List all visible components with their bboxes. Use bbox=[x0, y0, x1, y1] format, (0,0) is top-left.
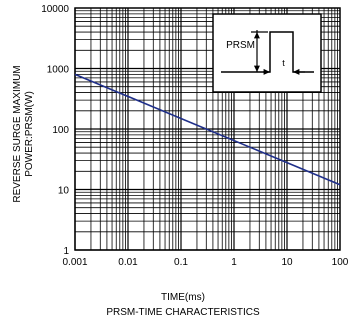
x-tick-label: 1 bbox=[231, 257, 237, 268]
pulse-inset: PRSM t bbox=[212, 13, 322, 93]
y-tick-label: 1 bbox=[63, 246, 69, 257]
x-tick-label: 10 bbox=[281, 257, 293, 268]
series-layer bbox=[74, 73, 341, 186]
y-axis-label-line1: REVERSE SURGE MAXIMUM bbox=[12, 65, 23, 202]
inset-dimension-arrows bbox=[251, 30, 305, 73]
x-tick-label: 0.01 bbox=[118, 257, 138, 268]
x-tick-label: 100 bbox=[332, 257, 349, 268]
chart-title: PRSM-TIME CHARACTERISTICS bbox=[106, 307, 260, 318]
x-axis-label: TIME(ms) bbox=[161, 292, 205, 303]
inset-arrowheads bbox=[253, 32, 300, 75]
inset-label-t: t bbox=[282, 58, 285, 68]
y-tick-label: 10 bbox=[58, 186, 70, 197]
y-tick-label: 10000 bbox=[41, 4, 69, 15]
y-tick-label: 1000 bbox=[47, 65, 70, 76]
y-tick-label: 100 bbox=[52, 125, 69, 136]
x-tick-label: 0.001 bbox=[62, 257, 87, 268]
plot-frame bbox=[74, 7, 341, 251]
inset-label-prsm: PRSM bbox=[226, 40, 255, 51]
y-axis-label-line2: POWER:PRSM(W) bbox=[24, 91, 35, 177]
inset-box bbox=[212, 13, 322, 93]
tick-labels: 0.001 0.01 0.1 1 10 100 1 10 100 1000 10000 bbox=[41, 4, 349, 268]
series-line bbox=[74, 73, 341, 186]
grid bbox=[74, 8, 340, 251]
x-tick-label: 0.1 bbox=[174, 257, 188, 268]
